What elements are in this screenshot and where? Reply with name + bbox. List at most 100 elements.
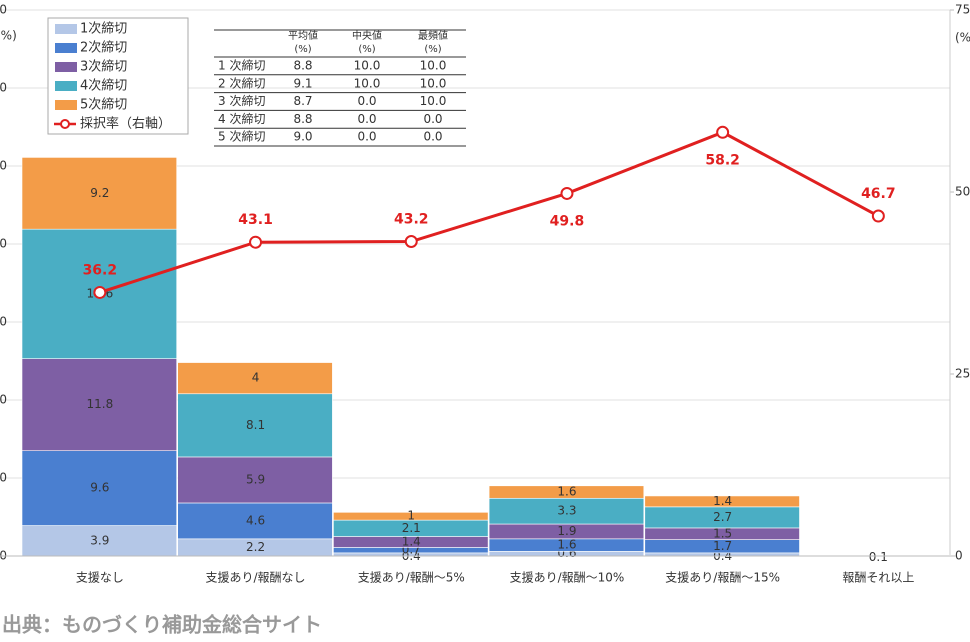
y2-unit: (%)	[955, 31, 970, 45]
table-header-unit: (%)	[424, 44, 441, 55]
legend-swatch	[55, 100, 77, 110]
table-cell: 5 次締切	[218, 129, 265, 144]
legend-label: 2次締切	[80, 40, 127, 56]
bar-segment	[177, 393, 333, 458]
table-cell: 10.0	[420, 59, 447, 73]
legend-box	[47, 17, 189, 135]
data-label: 8.1	[246, 418, 265, 432]
y-tick-label: 70	[0, 3, 7, 17]
table-cell: 0.0	[357, 94, 376, 108]
data-label: 1.9	[557, 524, 576, 538]
data-label: 1.5	[713, 526, 732, 540]
legend-label: 1次締切	[80, 21, 127, 37]
data-label: 3.3	[557, 504, 576, 518]
bar-segment	[21, 450, 177, 526]
data-label: 1.4	[713, 494, 732, 508]
table-cell: 1 次締切	[218, 58, 265, 73]
x-tick-label: 支援あり/報酬なし	[206, 571, 306, 585]
data-label: 2.2	[246, 540, 265, 554]
table-cell: 10.0	[420, 76, 447, 90]
rate-label: 43.1	[238, 212, 273, 228]
y-tick-label: 20	[0, 393, 7, 407]
y2-tick-label: 75	[955, 3, 970, 17]
bar-segment	[177, 362, 333, 395]
rate-point	[871, 209, 885, 223]
rate-point	[93, 285, 107, 299]
rate-point	[404, 235, 418, 249]
table-cell: 0.0	[423, 112, 442, 126]
table-cell: 10.0	[354, 59, 381, 73]
table-cell: 10.0	[354, 76, 381, 90]
table-header: 最頻値	[418, 29, 448, 42]
bar-segment	[333, 512, 489, 521]
table-cell: 3 次締切	[218, 93, 265, 108]
table-cell: 9.1	[293, 76, 312, 90]
table-cell: 2 次締切	[218, 75, 265, 90]
y2-tick-label: 25	[955, 367, 970, 381]
y-tick-label: 30	[0, 315, 7, 329]
bar-segment	[21, 358, 177, 452]
y-tick-label: 60	[0, 81, 7, 95]
table-cell: 4 次締切	[218, 111, 265, 126]
data-label: 4	[252, 371, 260, 385]
y-unit: (%)	[0, 29, 17, 43]
legend-swatch	[55, 81, 77, 91]
data-label: 5.9	[246, 472, 265, 486]
legend-marker	[60, 119, 70, 129]
rate-label: 36.2	[83, 262, 118, 278]
y-tick-label: 40	[0, 237, 7, 251]
table-cell: 0.0	[423, 130, 442, 144]
table-cell: 8.8	[293, 59, 312, 73]
legend-label: 4次締切	[80, 78, 127, 94]
rate-line	[99, 130, 880, 294]
data-label: 1.7	[713, 539, 732, 553]
table-cell: 10.0	[420, 94, 447, 108]
data-label: 1.4	[402, 534, 421, 548]
data-label: 1.6	[557, 485, 576, 499]
legend-label: 3次締切	[80, 59, 127, 75]
data-label: 9.2	[90, 186, 109, 200]
table-cell: 0.0	[357, 130, 376, 144]
data-label: 1.6	[557, 538, 576, 552]
bar-segment	[177, 456, 333, 504]
y-tick-label: 50	[0, 159, 7, 173]
data-label: 9.6	[90, 481, 109, 495]
data-label: 2.7	[713, 510, 732, 524]
table-cell: 9.0	[293, 130, 312, 144]
legend-swatch	[55, 24, 77, 34]
data-label: 11.8	[86, 397, 113, 411]
bar-segment	[644, 495, 800, 508]
bar-segment	[488, 485, 645, 499]
rate-label: 58.2	[705, 152, 740, 168]
x-tick-label: 報酬それ以上	[842, 571, 914, 585]
rate-point	[560, 186, 574, 200]
rate-point	[716, 125, 730, 139]
x-tick-label: 支援なし	[76, 571, 124, 585]
x-tick-label: 支援あり/報酬～15%	[665, 571, 780, 585]
y-tick-label: 10	[0, 471, 7, 485]
rate-label: 49.8	[550, 213, 585, 229]
y2-tick-label: 50	[955, 185, 970, 199]
legend-label: 5次締切	[80, 97, 127, 113]
legend-swatch	[55, 43, 77, 53]
source: 出典：ものづくり補助金総合サイト	[2, 613, 322, 637]
bar-segment	[21, 157, 177, 230]
bar-segment	[177, 502, 333, 540]
y2-tick-label: 0	[955, 549, 963, 563]
stats-table: 平均値 (%) 中央値 (%) 最頻値 (%) 1 次締切 8.8 10.0 10.0 2 次締切 9…	[214, 29, 466, 147]
x-tick-label: 支援あり/報酬～5%	[358, 571, 465, 585]
data-label: 3.9	[90, 533, 109, 547]
data-label: 2.1	[402, 521, 421, 535]
rate-label: 43.2	[394, 212, 429, 228]
legend-swatch	[55, 62, 77, 72]
data-label: 4.6	[246, 513, 265, 527]
table-header-unit: (%)	[294, 44, 311, 55]
table-cell: 8.7	[293, 94, 312, 108]
data-label: 1	[407, 509, 415, 523]
table-cell: 8.8	[293, 112, 312, 126]
x-tick-label: 支援あり/報酬～10%	[510, 571, 625, 585]
table-cell: 0.0	[357, 112, 376, 126]
rate-label: 46.7	[861, 186, 896, 202]
table-header: 中央値	[352, 29, 382, 42]
